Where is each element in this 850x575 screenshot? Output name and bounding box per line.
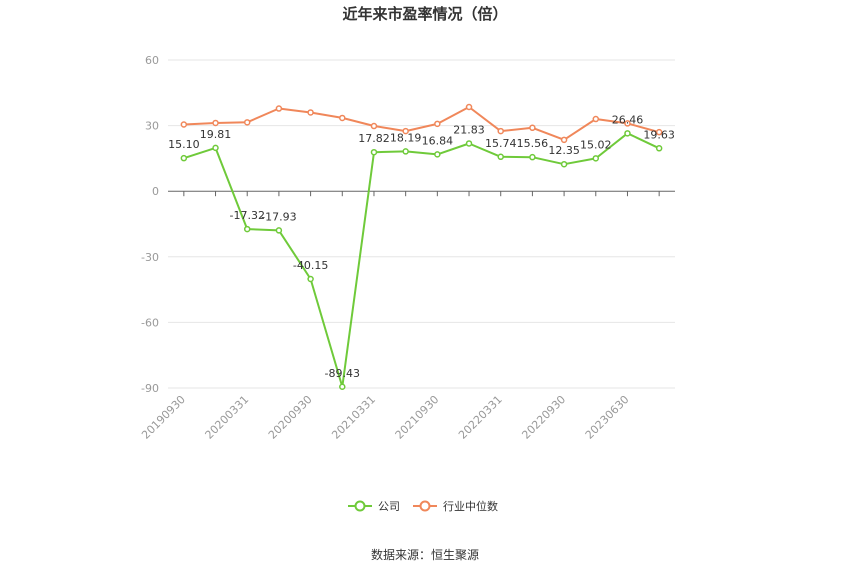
data-point[interactable]	[529, 124, 536, 132]
data-label: 16.84	[422, 134, 454, 147]
data-point[interactable]	[370, 148, 378, 156]
data-point[interactable]	[655, 145, 663, 152]
data-label: 12.35	[548, 144, 580, 157]
data-label: 19.63	[643, 128, 675, 141]
data-point[interactable]	[434, 151, 441, 158]
y-axis: 60 30 0 -30 -60 -90	[141, 54, 159, 395]
data-point[interactable]	[465, 103, 473, 111]
data-point[interactable]	[592, 115, 600, 123]
x-tick-label: 20200331	[203, 393, 252, 442]
data-point[interactable]	[243, 225, 251, 233]
legend-label: 公司	[378, 500, 400, 513]
data-point[interactable]	[655, 128, 663, 136]
data-point[interactable]	[243, 119, 251, 126]
data-point[interactable]	[307, 275, 314, 283]
data-point[interactable]	[212, 144, 219, 152]
chart-title: 近年来市盈率情况（倍）	[342, 5, 507, 23]
data-point[interactable]	[212, 119, 219, 127]
y-tick-label: -90	[141, 382, 159, 395]
data-point[interactable]	[497, 127, 504, 135]
data-point[interactable]	[339, 114, 346, 122]
data-point[interactable]	[560, 136, 568, 144]
data-label: 18.19	[390, 131, 422, 144]
x-tick-label: 20190930	[139, 393, 188, 442]
x-axis: 20190930 20200331 20200930 20210331 20210930…	[139, 191, 660, 442]
data-label: 19.81	[200, 128, 232, 141]
legend-marker	[419, 500, 431, 512]
data-label: -17.93	[261, 210, 296, 223]
data-point[interactable]	[402, 127, 409, 135]
legend-item-1[interactable]: 行业中位数	[413, 499, 498, 513]
y-tick-label: 60	[145, 54, 159, 67]
series-lines	[180, 103, 663, 391]
data-point[interactable]	[307, 109, 314, 116]
data-point[interactable]	[592, 155, 600, 162]
data-point[interactable]	[275, 227, 283, 234]
data-point[interactable]	[560, 160, 568, 168]
data-label: -89.43	[325, 367, 360, 380]
legend-marker	[354, 500, 366, 512]
data-label: 21.83	[453, 123, 485, 136]
x-tick-label: 20200930	[266, 393, 315, 442]
y-tick-label: -60	[141, 316, 159, 329]
legend[interactable]: 公司 行业中位数	[348, 499, 498, 513]
data-point[interactable]	[529, 153, 536, 161]
data-point[interactable]	[465, 140, 473, 147]
data-point[interactable]	[370, 122, 378, 130]
data-label: 15.02	[580, 138, 612, 151]
data-label: -17.32	[229, 209, 264, 222]
legend-item-0[interactable]: 公司	[348, 500, 400, 513]
data-point[interactable]	[624, 130, 631, 137]
x-tick-label: 20220331	[456, 393, 505, 442]
data-source: 数据来源：恒生聚源	[371, 547, 479, 562]
y-tick-label: 30	[145, 120, 159, 133]
data-label: 15.74	[485, 137, 517, 150]
data-point[interactable]	[339, 383, 346, 391]
x-tick-label: 20210930	[393, 393, 442, 442]
data-point[interactable]	[624, 120, 631, 127]
y-tick-label: -30	[141, 251, 159, 264]
data-point[interactable]	[434, 120, 441, 128]
y-tick-label: 0	[152, 185, 159, 198]
grid	[168, 59, 675, 389]
data-label: 17.82	[358, 132, 390, 145]
data-point[interactable]	[275, 105, 283, 112]
x-tick-label: 20210331	[329, 393, 378, 442]
series-line-0	[183, 132, 660, 388]
data-label: -40.15	[293, 259, 328, 272]
data-point[interactable]	[180, 121, 188, 128]
data-point[interactable]	[497, 153, 504, 161]
x-tick-label: 20220930	[519, 393, 568, 442]
data-point[interactable]	[402, 148, 409, 155]
data-label: 15.56	[517, 137, 549, 150]
data-label: 15.10	[168, 138, 200, 151]
x-tick-label: 20230630	[583, 393, 632, 442]
data-label: 26.46	[612, 113, 644, 126]
series-line-1	[183, 106, 660, 141]
data-point[interactable]	[180, 154, 188, 162]
legend-label: 行业中位数	[443, 499, 498, 513]
